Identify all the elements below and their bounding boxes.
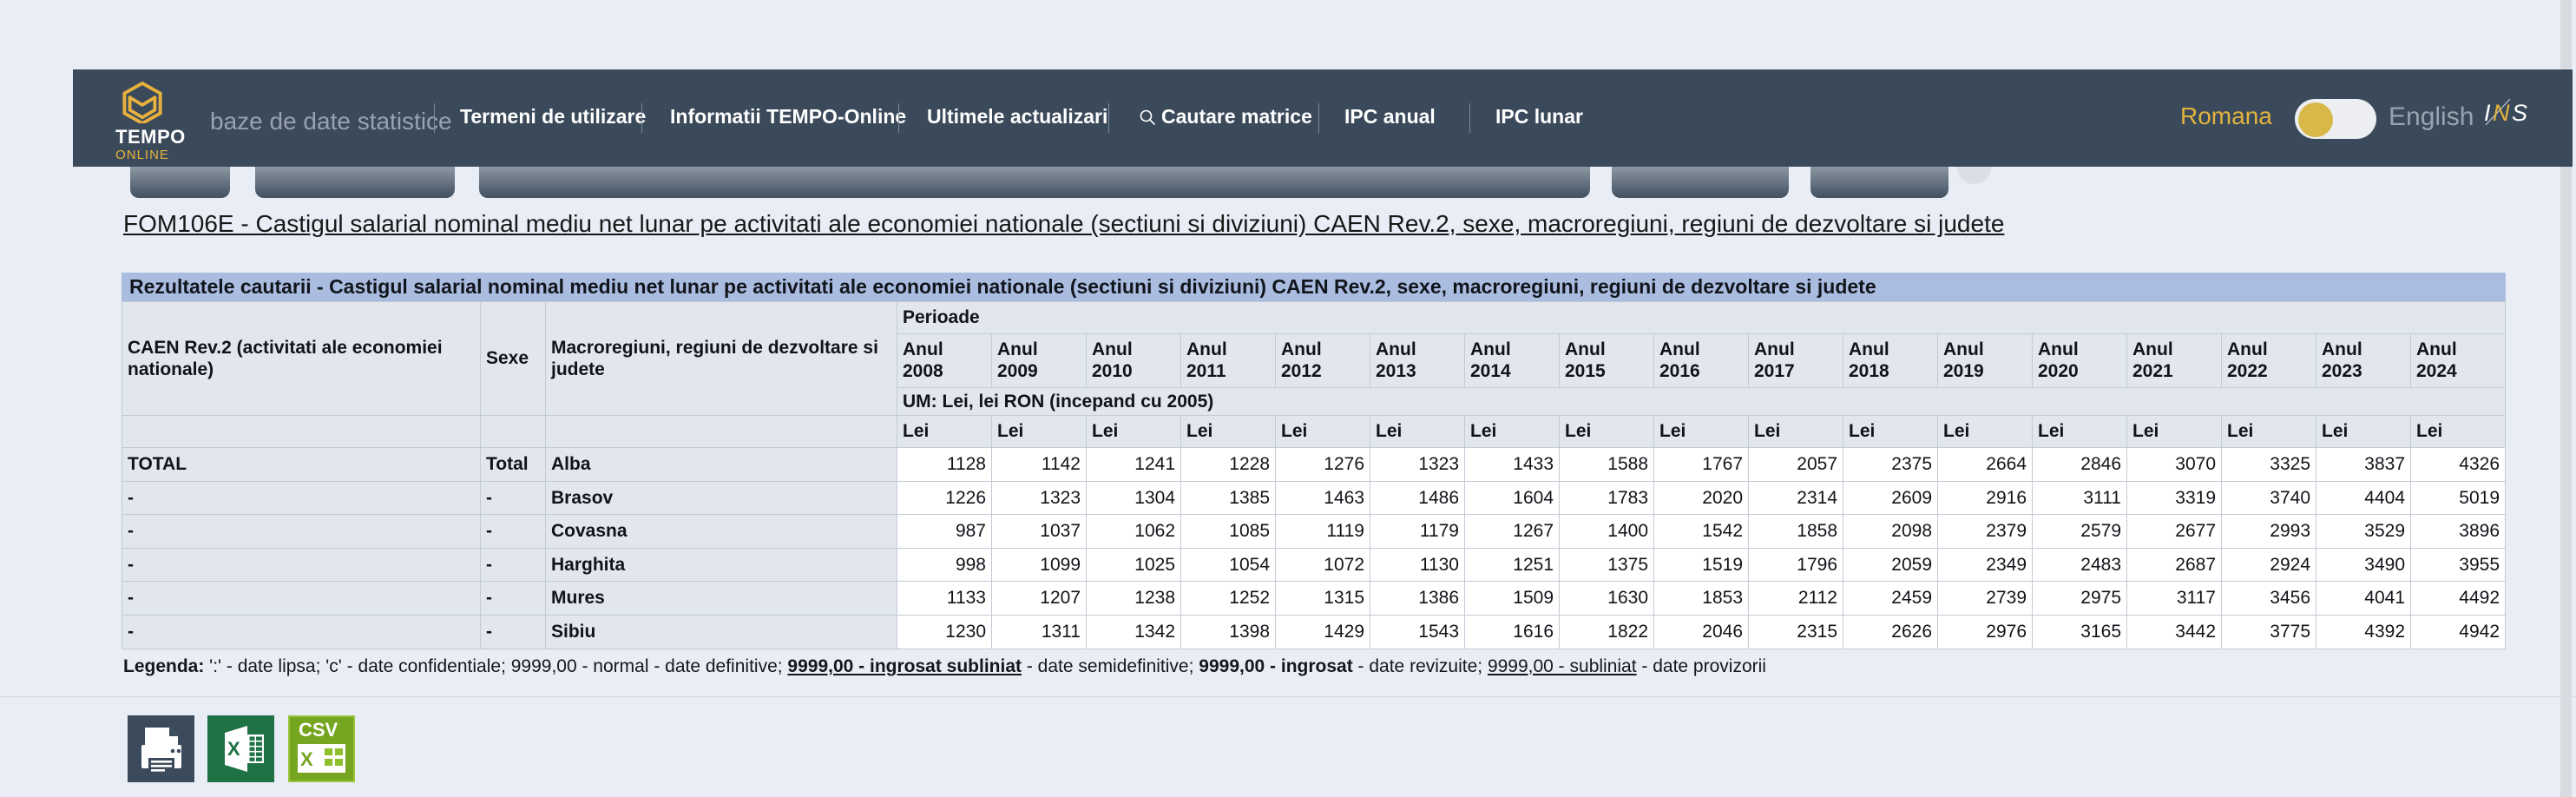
svg-text:S: S bbox=[2512, 100, 2527, 126]
svg-text:X: X bbox=[227, 738, 240, 760]
svg-text:X: X bbox=[300, 748, 313, 770]
svg-text:CSV: CSV bbox=[299, 719, 338, 741]
svg-text:N: N bbox=[2493, 100, 2510, 126]
svg-text:I: I bbox=[2484, 100, 2491, 126]
